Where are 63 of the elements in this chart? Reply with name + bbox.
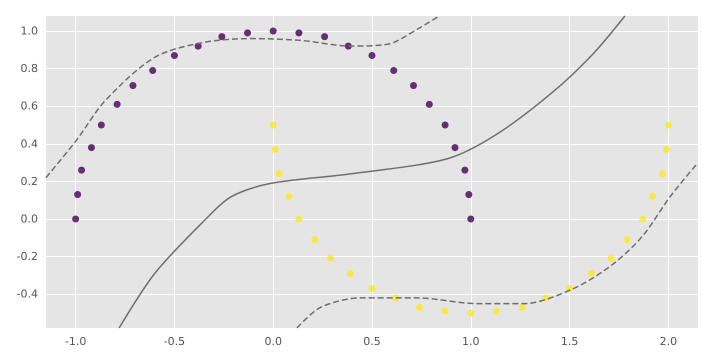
- point: [608, 254, 615, 262]
- point: [346, 270, 354, 277]
- point: [588, 270, 595, 277]
- point: [649, 192, 656, 200]
- x-tick-label: 1.5: [560, 335, 578, 348]
- point: [442, 308, 449, 315]
- point: [492, 308, 500, 315]
- point: [218, 33, 226, 40]
- y-tick-label: 0.0: [20, 212, 38, 226]
- y-tick-label: -0.4: [16, 288, 38, 301]
- point: [170, 52, 178, 59]
- y-tick-label: 1.0: [20, 24, 38, 38]
- point: [129, 82, 136, 90]
- point: [368, 285, 376, 292]
- point: [467, 309, 474, 316]
- point: [442, 122, 449, 129]
- x-tick-label: -1.0: [64, 335, 86, 348]
- point: [623, 236, 630, 244]
- y-tick-label: 0.6: [20, 100, 38, 113]
- point: [88, 144, 95, 152]
- point: [390, 67, 398, 74]
- y-tick-label: 0.2: [20, 174, 38, 188]
- point: [276, 170, 283, 178]
- point: [662, 146, 670, 153]
- y-tick-label: -0.2: [16, 250, 38, 264]
- point: [639, 215, 646, 222]
- line-series: [118, 15, 626, 329]
- point: [244, 29, 252, 36]
- point: [295, 29, 302, 36]
- point: [74, 191, 82, 198]
- point: [321, 33, 328, 40]
- point: [664, 122, 672, 129]
- point: [327, 254, 334, 262]
- x-tick-label: -0.5: [164, 335, 186, 348]
- x-tick-label: 0.0: [264, 335, 282, 348]
- point: [416, 304, 423, 311]
- point: [270, 28, 277, 35]
- point: [78, 166, 86, 174]
- y-tick-label: 0.8: [20, 62, 38, 76]
- point: [311, 236, 318, 244]
- point: [368, 52, 376, 59]
- x-tick-label: 0.5: [363, 335, 381, 348]
- y-tick-label: 0.4: [20, 137, 38, 150]
- point: [149, 67, 156, 74]
- x-tick-label: 2.0: [660, 335, 678, 348]
- x-tick-label: 1.0: [462, 335, 480, 348]
- point: [518, 304, 526, 311]
- point: [658, 170, 666, 178]
- line-series: [45, 15, 440, 178]
- point: [114, 100, 121, 108]
- point: [451, 144, 458, 152]
- point: [467, 215, 474, 222]
- point: [410, 82, 417, 90]
- point: [72, 215, 80, 222]
- point: [272, 146, 279, 153]
- point: [295, 215, 302, 222]
- point: [426, 100, 433, 108]
- point: [286, 192, 293, 200]
- point: [461, 166, 468, 174]
- point: [270, 122, 277, 129]
- point: [465, 191, 472, 198]
- line-series: [296, 162, 699, 329]
- point: [98, 122, 105, 129]
